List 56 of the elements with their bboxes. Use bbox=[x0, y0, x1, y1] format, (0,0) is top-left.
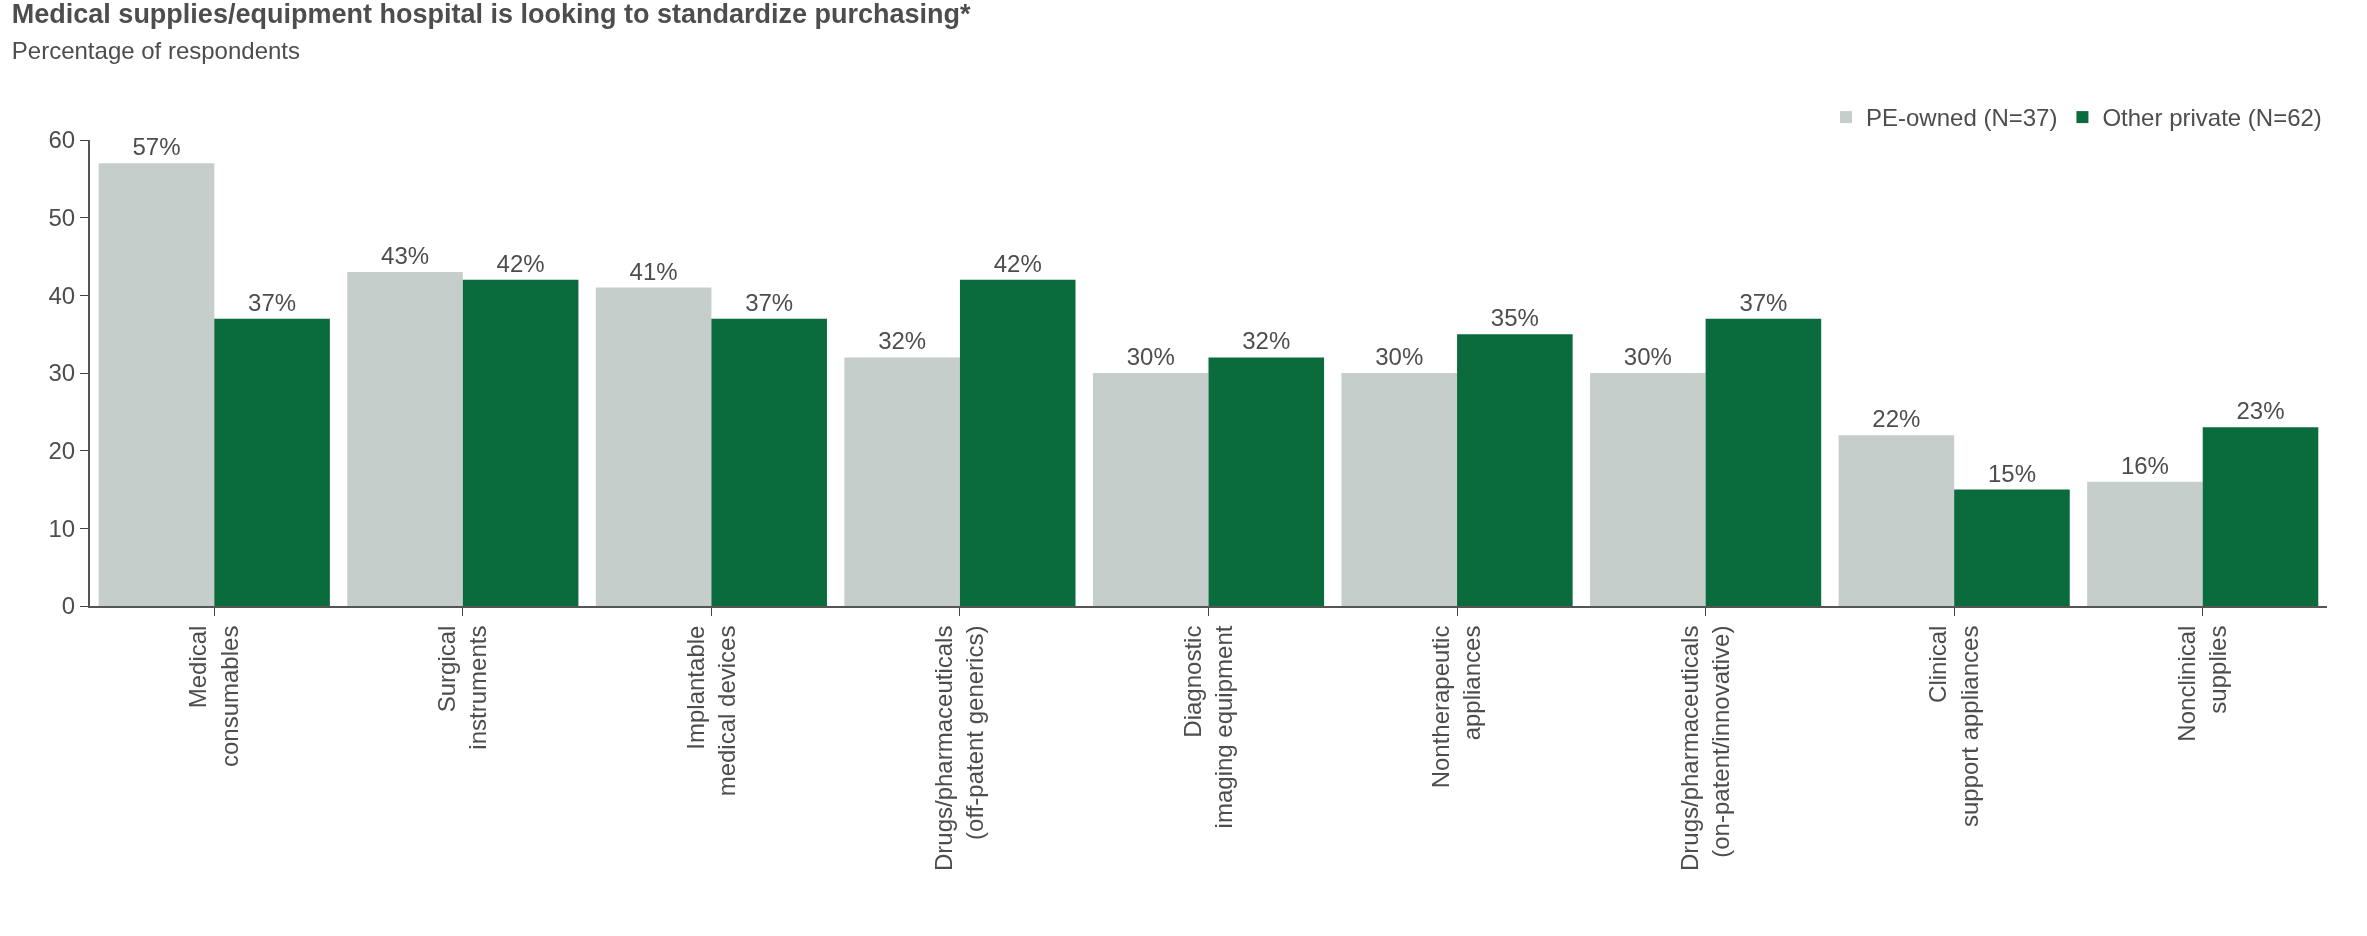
bar bbox=[1590, 373, 1706, 606]
data-label: 23% bbox=[2236, 397, 2285, 425]
bar bbox=[1341, 373, 1458, 606]
y-tick-label: 30 bbox=[48, 359, 76, 387]
y-tick-label: 0 bbox=[61, 592, 76, 620]
x-tick-label: Nontherapeutic appliances bbox=[1427, 625, 1486, 789]
bar bbox=[1705, 318, 1822, 606]
bar bbox=[1092, 373, 1209, 606]
data-label: 32% bbox=[878, 327, 927, 355]
data-label: 35% bbox=[1490, 304, 1539, 332]
data-label: 41% bbox=[629, 257, 678, 285]
bar bbox=[1457, 334, 1573, 606]
bar bbox=[2202, 427, 2319, 606]
bar bbox=[844, 357, 960, 606]
data-label: 57% bbox=[132, 133, 181, 161]
x-tick-label: Medical consumables bbox=[184, 625, 243, 768]
data-label: 30% bbox=[1126, 343, 1175, 370]
bar bbox=[1954, 489, 2070, 606]
chart-subtitle: Percentage of respondents bbox=[11, 36, 301, 64]
bar bbox=[462, 279, 579, 606]
data-label: 16% bbox=[2120, 451, 2169, 479]
chart-title: Medical supplies/equipment hospital is looking to standardize purchasing* bbox=[11, 0, 971, 30]
data-label: 30% bbox=[1375, 343, 1424, 370]
data-label: 37% bbox=[1739, 288, 1788, 316]
x-tick-label: Clinical support appliances bbox=[1924, 625, 1983, 828]
x-tick-label: Drugs/pharmaceuticals (on-patent/innovative) bbox=[1675, 625, 1735, 872]
y-tick-label: 20 bbox=[48, 437, 76, 465]
data-label: 32% bbox=[1242, 327, 1291, 355]
bar bbox=[98, 163, 215, 606]
x-tick-label: Surgical instruments bbox=[433, 625, 492, 750]
data-label: 42% bbox=[993, 249, 1042, 277]
data-label: 30% bbox=[1623, 343, 1672, 370]
bar bbox=[1208, 357, 1325, 606]
x-tick-label: Implantable medical devices bbox=[681, 625, 740, 797]
x-tick-label: Drugs/pharmaceuticals (off-patent generics) bbox=[930, 625, 989, 872]
y-tick-label: 40 bbox=[48, 281, 76, 309]
bar bbox=[711, 318, 827, 606]
x-tick-label: Diagnostic imaging equipment bbox=[1178, 625, 1237, 829]
data-label: 37% bbox=[745, 288, 794, 316]
bar bbox=[595, 287, 712, 606]
data-label: 15% bbox=[1987, 459, 2036, 487]
data-label: 37% bbox=[248, 288, 297, 316]
bar bbox=[214, 318, 330, 606]
bar bbox=[959, 279, 1076, 606]
y-tick-label: 10 bbox=[48, 514, 76, 542]
legend-label: PE-owned (N=37) bbox=[1866, 104, 2058, 132]
bar bbox=[1838, 435, 1955, 606]
x-tick-label: Nonclinical supplies bbox=[2172, 625, 2232, 742]
data-label: 43% bbox=[381, 242, 430, 270]
bar bbox=[347, 272, 463, 606]
y-tick-label: 60 bbox=[48, 126, 76, 154]
data-label: 42% bbox=[496, 249, 545, 277]
data-label: 22% bbox=[1872, 405, 1921, 433]
legend-label: Other private (N=62) bbox=[2102, 104, 2322, 132]
bar bbox=[2087, 481, 2203, 606]
y-tick-label: 50 bbox=[48, 204, 76, 232]
